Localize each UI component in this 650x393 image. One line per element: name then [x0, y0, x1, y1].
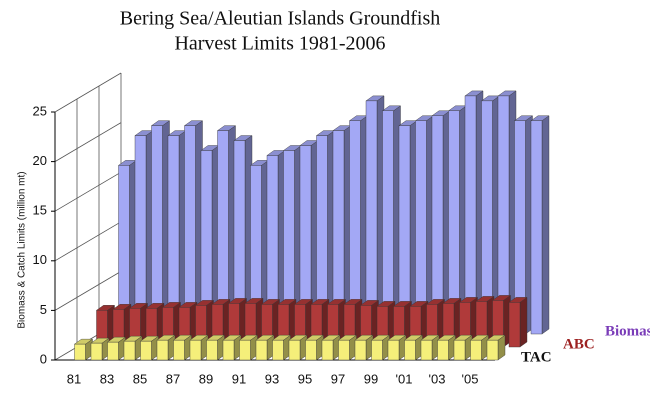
x-tick-label: 83	[100, 371, 114, 386]
x-tick-label: 93	[265, 371, 279, 386]
y-tick-label: 0	[40, 351, 47, 366]
bar	[156, 339, 169, 361]
bar	[222, 339, 235, 361]
bar	[239, 339, 251, 361]
bar	[189, 339, 202, 361]
bar	[123, 340, 136, 361]
y-tick-label: 5	[40, 302, 47, 317]
grid-line	[54, 271, 122, 311]
y-tick-label: 25	[33, 103, 47, 118]
bar	[173, 339, 185, 361]
chart-title: Bering Sea/Aleutian Islands Groundfish	[120, 8, 441, 30]
bar	[470, 339, 482, 361]
x-tick-label: '03	[429, 371, 446, 386]
legend-label: TAC	[521, 349, 552, 365]
bar	[305, 339, 317, 361]
x-tick-label: 99	[364, 371, 378, 386]
grid-line	[54, 72, 122, 113]
x-tick-label: 81	[67, 371, 81, 386]
grid-line	[54, 171, 122, 212]
bar	[354, 339, 367, 361]
grid-line	[54, 221, 122, 262]
bar	[404, 339, 416, 361]
y-tick-label: 20	[33, 153, 47, 168]
bar	[255, 339, 268, 361]
bar	[90, 342, 103, 361]
bar	[288, 339, 301, 361]
bar	[530, 120, 543, 335]
bar	[486, 339, 499, 361]
bar	[74, 343, 86, 361]
x-tick-label: '05	[462, 371, 479, 386]
legend-label: ABC	[563, 336, 595, 352]
bar-side	[541, 115, 550, 335]
x-tick-label: 87	[166, 371, 180, 386]
bar	[508, 302, 521, 348]
bar	[151, 125, 163, 335]
legend-label: Biomass	[605, 323, 650, 339]
bar	[420, 339, 433, 361]
bar	[321, 339, 334, 361]
x-tick-label: 91	[232, 371, 246, 386]
x-tick-label: 97	[331, 371, 345, 386]
bar	[382, 110, 394, 335]
grid-line	[54, 122, 122, 162]
chart-subtitle: Harvest Limits 1981-2006	[174, 33, 385, 55]
x-tick-label: 85	[133, 371, 147, 386]
bar	[437, 339, 449, 361]
x-tick-label: 95	[298, 371, 312, 386]
bar	[140, 340, 152, 361]
bar	[371, 339, 383, 361]
x-tick-label: '01	[396, 371, 413, 386]
bar	[338, 339, 350, 361]
bar	[206, 339, 218, 361]
y-axis-label: Biomass & Catch Limits (million mt)	[17, 171, 28, 328]
bar	[272, 339, 284, 361]
bar-side	[519, 296, 528, 348]
x-tick-label: 89	[199, 371, 213, 386]
y-tick-label: 10	[33, 252, 47, 267]
bar	[107, 341, 119, 361]
y-tick-label: 15	[33, 203, 47, 218]
bar	[365, 100, 378, 335]
bar	[453, 339, 466, 361]
bar	[387, 339, 400, 361]
